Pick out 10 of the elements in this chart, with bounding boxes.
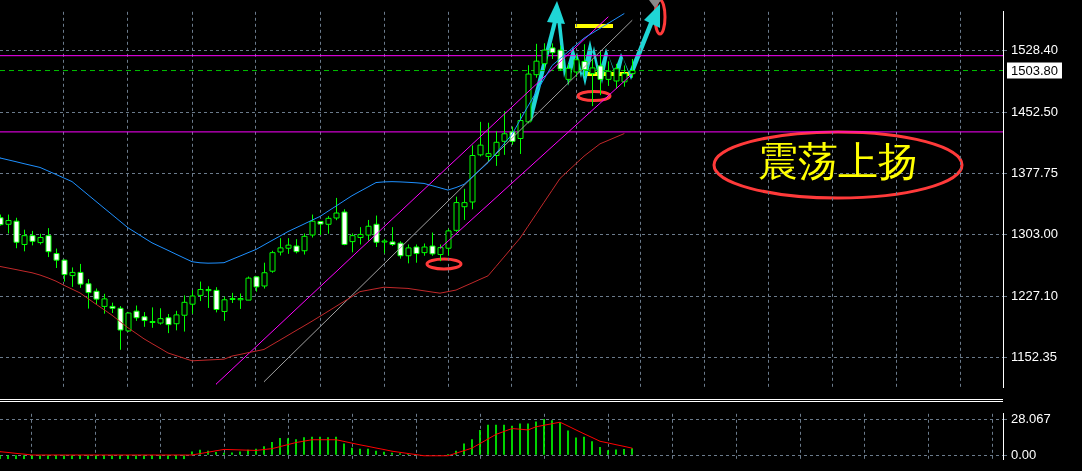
y-tick-label: 28.067: [1011, 410, 1051, 426]
y-tick-label: 1152.35: [1011, 349, 1058, 365]
y-tick-label: 1377.75: [1011, 165, 1058, 181]
y-tick-label: 0.00: [1011, 446, 1037, 462]
ref-line-label: 1503.80: [1011, 63, 1058, 79]
text: 震荡上扬: [757, 138, 919, 186]
y-tick-label: 1452.50: [1011, 104, 1058, 120]
y-tick-label: 1528.40: [1011, 42, 1058, 58]
y-tick-label: 1303.00: [1011, 226, 1058, 242]
y-tick-label: 1227.10: [1011, 288, 1058, 304]
